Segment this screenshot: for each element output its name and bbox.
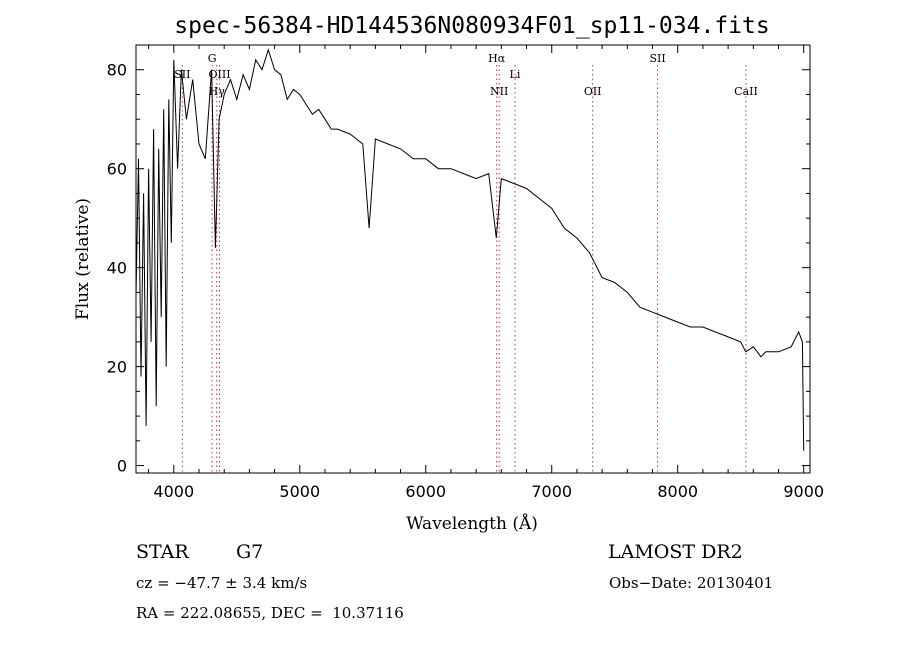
spectral-line-label: OIII xyxy=(208,68,230,81)
obs-date: Obs−Date: 20130401 xyxy=(609,574,774,592)
x-axis-ticks: 4000 5000 6000 7000 8000 9000 xyxy=(148,45,824,501)
spectral-line-label: CaII xyxy=(734,85,758,98)
y-tick-label: 80 xyxy=(107,61,127,80)
spectral-line-label: Hγ xyxy=(209,85,226,98)
x-axis-label: Wavelength (Å) xyxy=(406,513,538,534)
spectral-line-label: NII xyxy=(490,85,508,98)
y-tick-label: 40 xyxy=(107,259,127,278)
object-type: STAR xyxy=(136,541,189,563)
x-tick-label: 8000 xyxy=(657,482,698,501)
redshift-cz: cz = −47.7 ± 3.4 km/s xyxy=(136,574,308,592)
y-tick-label: 60 xyxy=(107,160,127,179)
chart-title: spec-56384-HD144536N080934F01_sp11-034.f… xyxy=(174,13,769,39)
y-tick-label: 20 xyxy=(107,358,127,377)
spectral-line-label: G xyxy=(208,52,217,65)
coordinates: RA = 222.08655, DEC = 10.37116 xyxy=(136,604,404,622)
survey-name: LAMOST DR2 xyxy=(608,541,743,563)
y-tick-label: 0 xyxy=(117,457,127,476)
spectral-line-label: SII xyxy=(649,52,665,65)
spectral-line-label: OII xyxy=(584,85,602,98)
y-axis-ticks: 0 20 40 60 80 xyxy=(107,61,810,476)
x-tick-label: 7000 xyxy=(531,482,572,501)
x-tick-label: 9000 xyxy=(783,482,824,501)
subclass: G7 xyxy=(236,541,264,563)
plot-frame xyxy=(135,44,811,474)
spectral-line-label: Hα xyxy=(488,52,506,65)
spectral-line-label: Li xyxy=(510,68,521,81)
spectrum-line xyxy=(135,48,805,451)
x-tick-label: 5000 xyxy=(279,482,320,501)
y-axis-label: Flux (relative) xyxy=(73,198,93,320)
x-tick-label: 6000 xyxy=(405,482,446,501)
x-tick-label: 4000 xyxy=(153,482,194,501)
spectral-line-markers xyxy=(181,65,747,473)
